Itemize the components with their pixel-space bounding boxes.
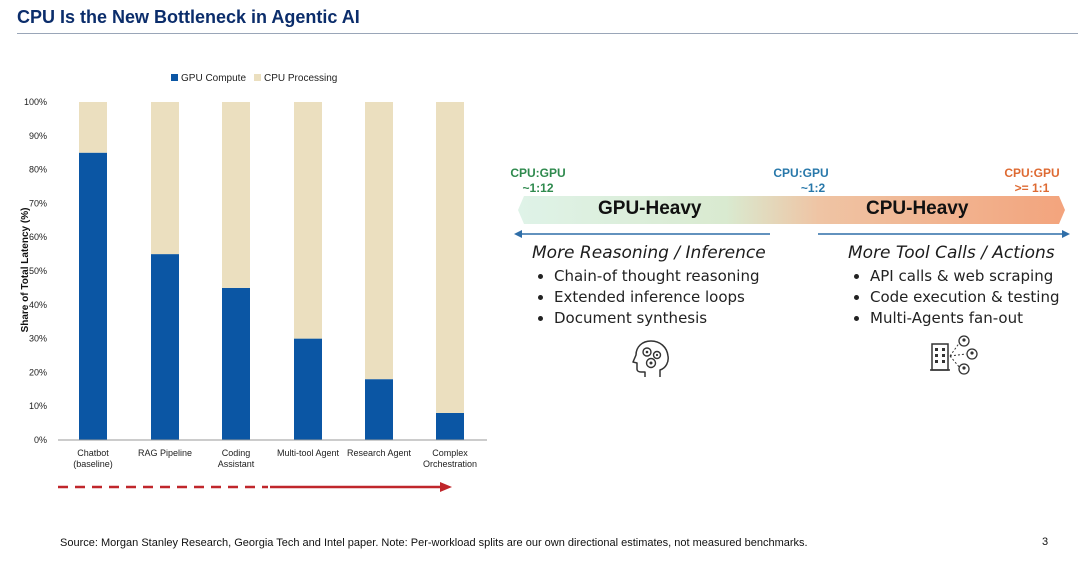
x-axis-labels: Chatbot (baseline) RAG Pipeline Coding Assis… [73,448,477,469]
bar-cpu-2 [222,102,250,288]
bar-cpu-3 [294,102,322,339]
y-tick-label: 0% [34,435,47,445]
right-heading: More Tool Calls / Actions [848,243,1055,263]
x-tick-label-4: Research Agent [347,448,412,458]
x-tick-label-5: Complex Orchestration [423,448,477,469]
right-item-1: Code execution & testing [870,287,1060,308]
y-axis-label: Share of Total Latency (%) [20,208,31,333]
left-item-2: Document synthesis [554,308,759,329]
x-tick-label-2: Coding Assistant [218,448,255,469]
legend-label-gpu: GPU Compute [181,73,246,84]
left-items-list: Chain-of thought reasoningExtended infer… [534,266,759,329]
y-axis-ticks: 0% 10% 20% 30% 40% 50% 60% 70% 80% 90% 100% [24,97,47,445]
direction-arrows [514,230,1070,238]
legend-swatch-cpu [254,74,261,81]
y-tick-label: 30% [29,334,47,344]
page-title: CPU Is the New Bottleneck in Agentic AI [17,7,360,27]
right-items-list: API calls & web scrapingCode execution &… [850,266,1060,329]
legend-swatch-gpu [171,74,178,81]
legend: GPU Compute CPU Processing [171,73,337,84]
ratio-middle-value: ~1:2 [800,181,826,195]
cpu-heavy-label: CPU-Heavy [866,198,969,219]
x-tick-label-3: Multi-tool Agent [277,448,340,458]
bar-gpu-5 [436,412,464,440]
brain-gears-icon [632,340,669,377]
source-note: Source: Morgan Stanley Research, Georgia… [60,537,808,549]
stacked-bar-chart: GPU Compute CPU Processing Share of Tota… [20,73,487,492]
left-item-0: Chain-of thought reasoning [554,266,759,287]
ratio-right-value: >= 1:1 [1014,181,1050,195]
bar-cpu-5 [436,102,464,413]
bar-gpu-2 [222,287,250,440]
gpu-heavy-label: GPU-Heavy [598,198,702,219]
x-tick-label-0: Chatbot (baseline) [73,448,113,469]
right-arrowhead [1062,230,1070,238]
y-tick-label: 20% [29,367,47,377]
bar-cpu-0 [79,102,107,153]
left-item-1: Extended inference loops [554,287,759,308]
gpu-cpu-spectrum-band [518,196,1065,224]
ratio-middle-label: CPU:GPU [773,166,829,180]
y-tick-label: 50% [29,266,47,276]
y-tick-label: 40% [29,300,47,310]
bars [79,102,464,440]
y-tick-label: 90% [29,131,47,141]
ratio-right-label: CPU:GPU [1004,166,1060,180]
ratio-middle: CPU:GPU ~1:2 [769,166,833,196]
left-arrowhead [514,230,522,238]
bar-gpu-3 [294,338,322,440]
page-number: 3 [1042,536,1049,548]
y-tick-label: 70% [29,198,47,208]
y-tick-label: 100% [24,97,47,107]
x-tick-label-1: RAG Pipeline [138,448,192,458]
right-item-2: Multi-Agents fan-out [870,308,1060,329]
bar-gpu-1 [151,254,179,440]
bar-cpu-4 [365,102,393,380]
building-network-icon [930,335,978,375]
y-tick-label: 10% [29,401,47,411]
bar-cpu-1 [151,102,179,255]
legend-label-cpu: CPU Processing [264,73,337,84]
trend-arrowhead [440,482,452,492]
y-tick-label: 60% [29,232,47,242]
ratio-right: CPU:GPU >= 1:1 [1000,166,1064,196]
ratio-left-value: ~1:12 [522,181,554,195]
left-heading: More Reasoning / Inference [532,243,766,263]
ratio-left: CPU:GPU ~1:12 [508,166,568,196]
y-tick-label: 80% [29,165,47,175]
right-item-0: API calls & web scraping [870,266,1060,287]
bar-gpu-0 [79,152,107,440]
bar-gpu-4 [365,379,393,440]
title-divider [17,33,1078,34]
ratio-left-label: CPU:GPU [510,166,566,180]
